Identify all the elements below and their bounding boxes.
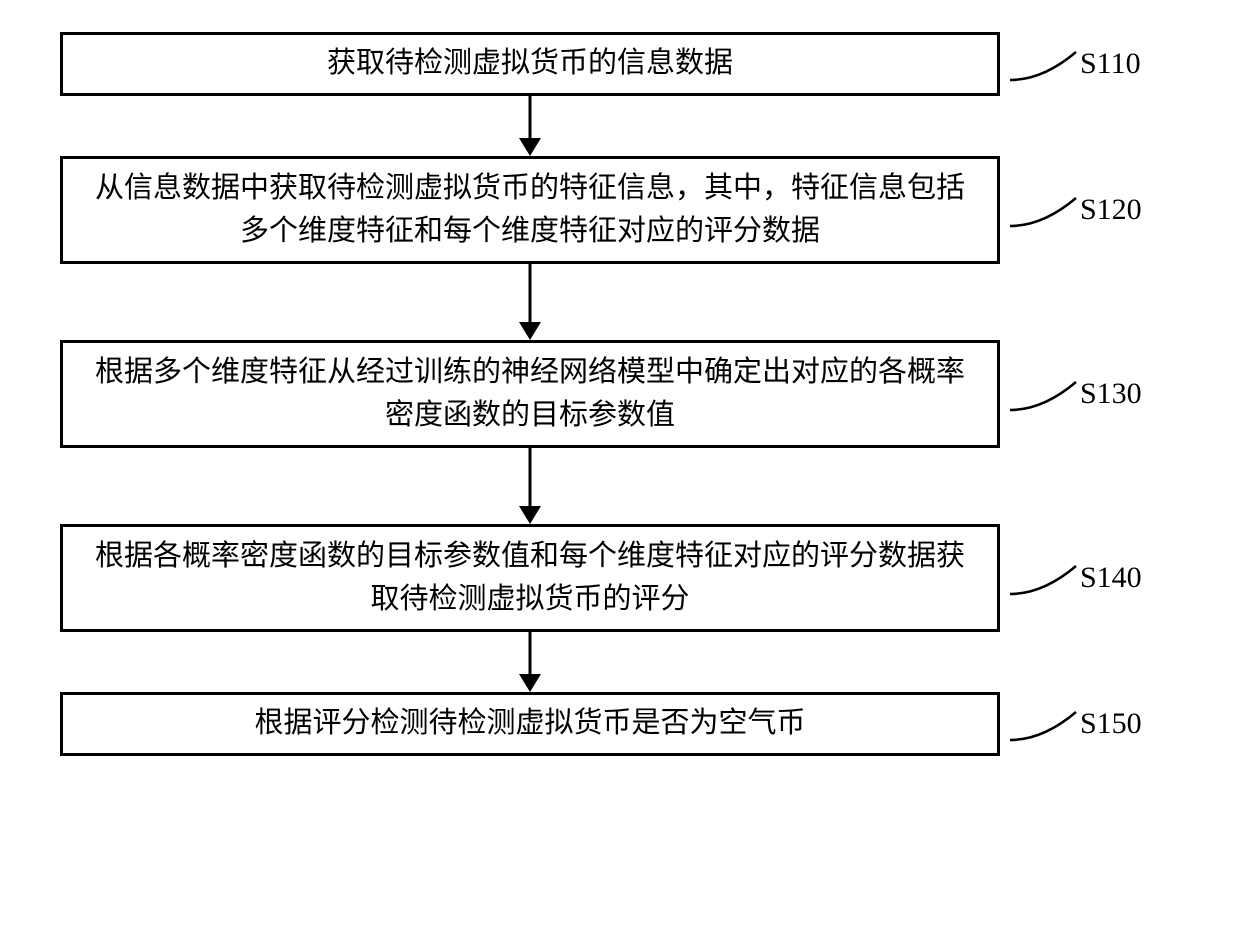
arrow-wrap — [60, 264, 1000, 340]
step-label-group: S130 — [1008, 374, 1142, 414]
arrow-wrap — [60, 632, 1000, 692]
step-text: 获取待检测虚拟货币的信息数据 — [327, 42, 733, 86]
arrow-wrap — [60, 448, 1000, 524]
label-connector — [1008, 44, 1078, 84]
label-connector — [1008, 190, 1078, 230]
step-text: 从信息数据中获取待检测虚拟货币的特征信息，其中，特征信息包括多个维度特征和每个维… — [83, 167, 977, 254]
step-text: 根据各概率密度函数的目标参数值和每个维度特征对应的评分数据获取待检测虚拟货币的评… — [83, 535, 977, 622]
step-label: S130 — [1080, 377, 1142, 411]
step-text: 根据评分检测待检测虚拟货币是否为空气币 — [254, 702, 805, 746]
step-label-group: S140 — [1008, 558, 1142, 598]
flowchart-container: 获取待检测虚拟货币的信息数据 S110 从信息数据中获取待检测虚拟货币的特征信息，其… — [60, 32, 1180, 756]
step-s140: 根据各概率密度函数的目标参数值和每个维度特征对应的评分数据获取待检测虚拟货币的评… — [60, 524, 1180, 632]
step-label-group: S110 — [1008, 44, 1141, 84]
step-label: S110 — [1080, 47, 1141, 81]
step-label-group: S120 — [1008, 190, 1142, 230]
arrow-down — [515, 632, 545, 692]
step-s130: 根据多个维度特征从经过训练的神经网络模型中确定出对应的各概率密度函数的目标参数值… — [60, 340, 1180, 448]
step-s150: 根据评分检测待检测虚拟货币是否为空气币 S150 — [60, 692, 1180, 756]
step-label: S150 — [1080, 707, 1142, 741]
step-box: 根据多个维度特征从经过训练的神经网络模型中确定出对应的各概率密度函数的目标参数值 — [60, 340, 1000, 448]
step-label-group: S150 — [1008, 704, 1142, 744]
step-s120: 从信息数据中获取待检测虚拟货币的特征信息，其中，特征信息包括多个维度特征和每个维… — [60, 156, 1180, 264]
step-label: S120 — [1080, 193, 1142, 227]
arrow-down — [515, 96, 545, 156]
arrow-wrap — [60, 96, 1000, 156]
step-box: 从信息数据中获取待检测虚拟货币的特征信息，其中，特征信息包括多个维度特征和每个维… — [60, 156, 1000, 264]
label-connector — [1008, 704, 1078, 744]
step-s110: 获取待检测虚拟货币的信息数据 S110 — [60, 32, 1180, 96]
step-box: 获取待检测虚拟货币的信息数据 — [60, 32, 1000, 96]
label-connector — [1008, 374, 1078, 414]
label-connector — [1008, 558, 1078, 598]
arrow-down — [515, 448, 545, 524]
arrow-down — [515, 264, 545, 340]
step-box: 根据评分检测待检测虚拟货币是否为空气币 — [60, 692, 1000, 756]
step-text: 根据多个维度特征从经过训练的神经网络模型中确定出对应的各概率密度函数的目标参数值 — [83, 351, 977, 438]
step-box: 根据各概率密度函数的目标参数值和每个维度特征对应的评分数据获取待检测虚拟货币的评… — [60, 524, 1000, 632]
step-label: S140 — [1080, 561, 1142, 595]
